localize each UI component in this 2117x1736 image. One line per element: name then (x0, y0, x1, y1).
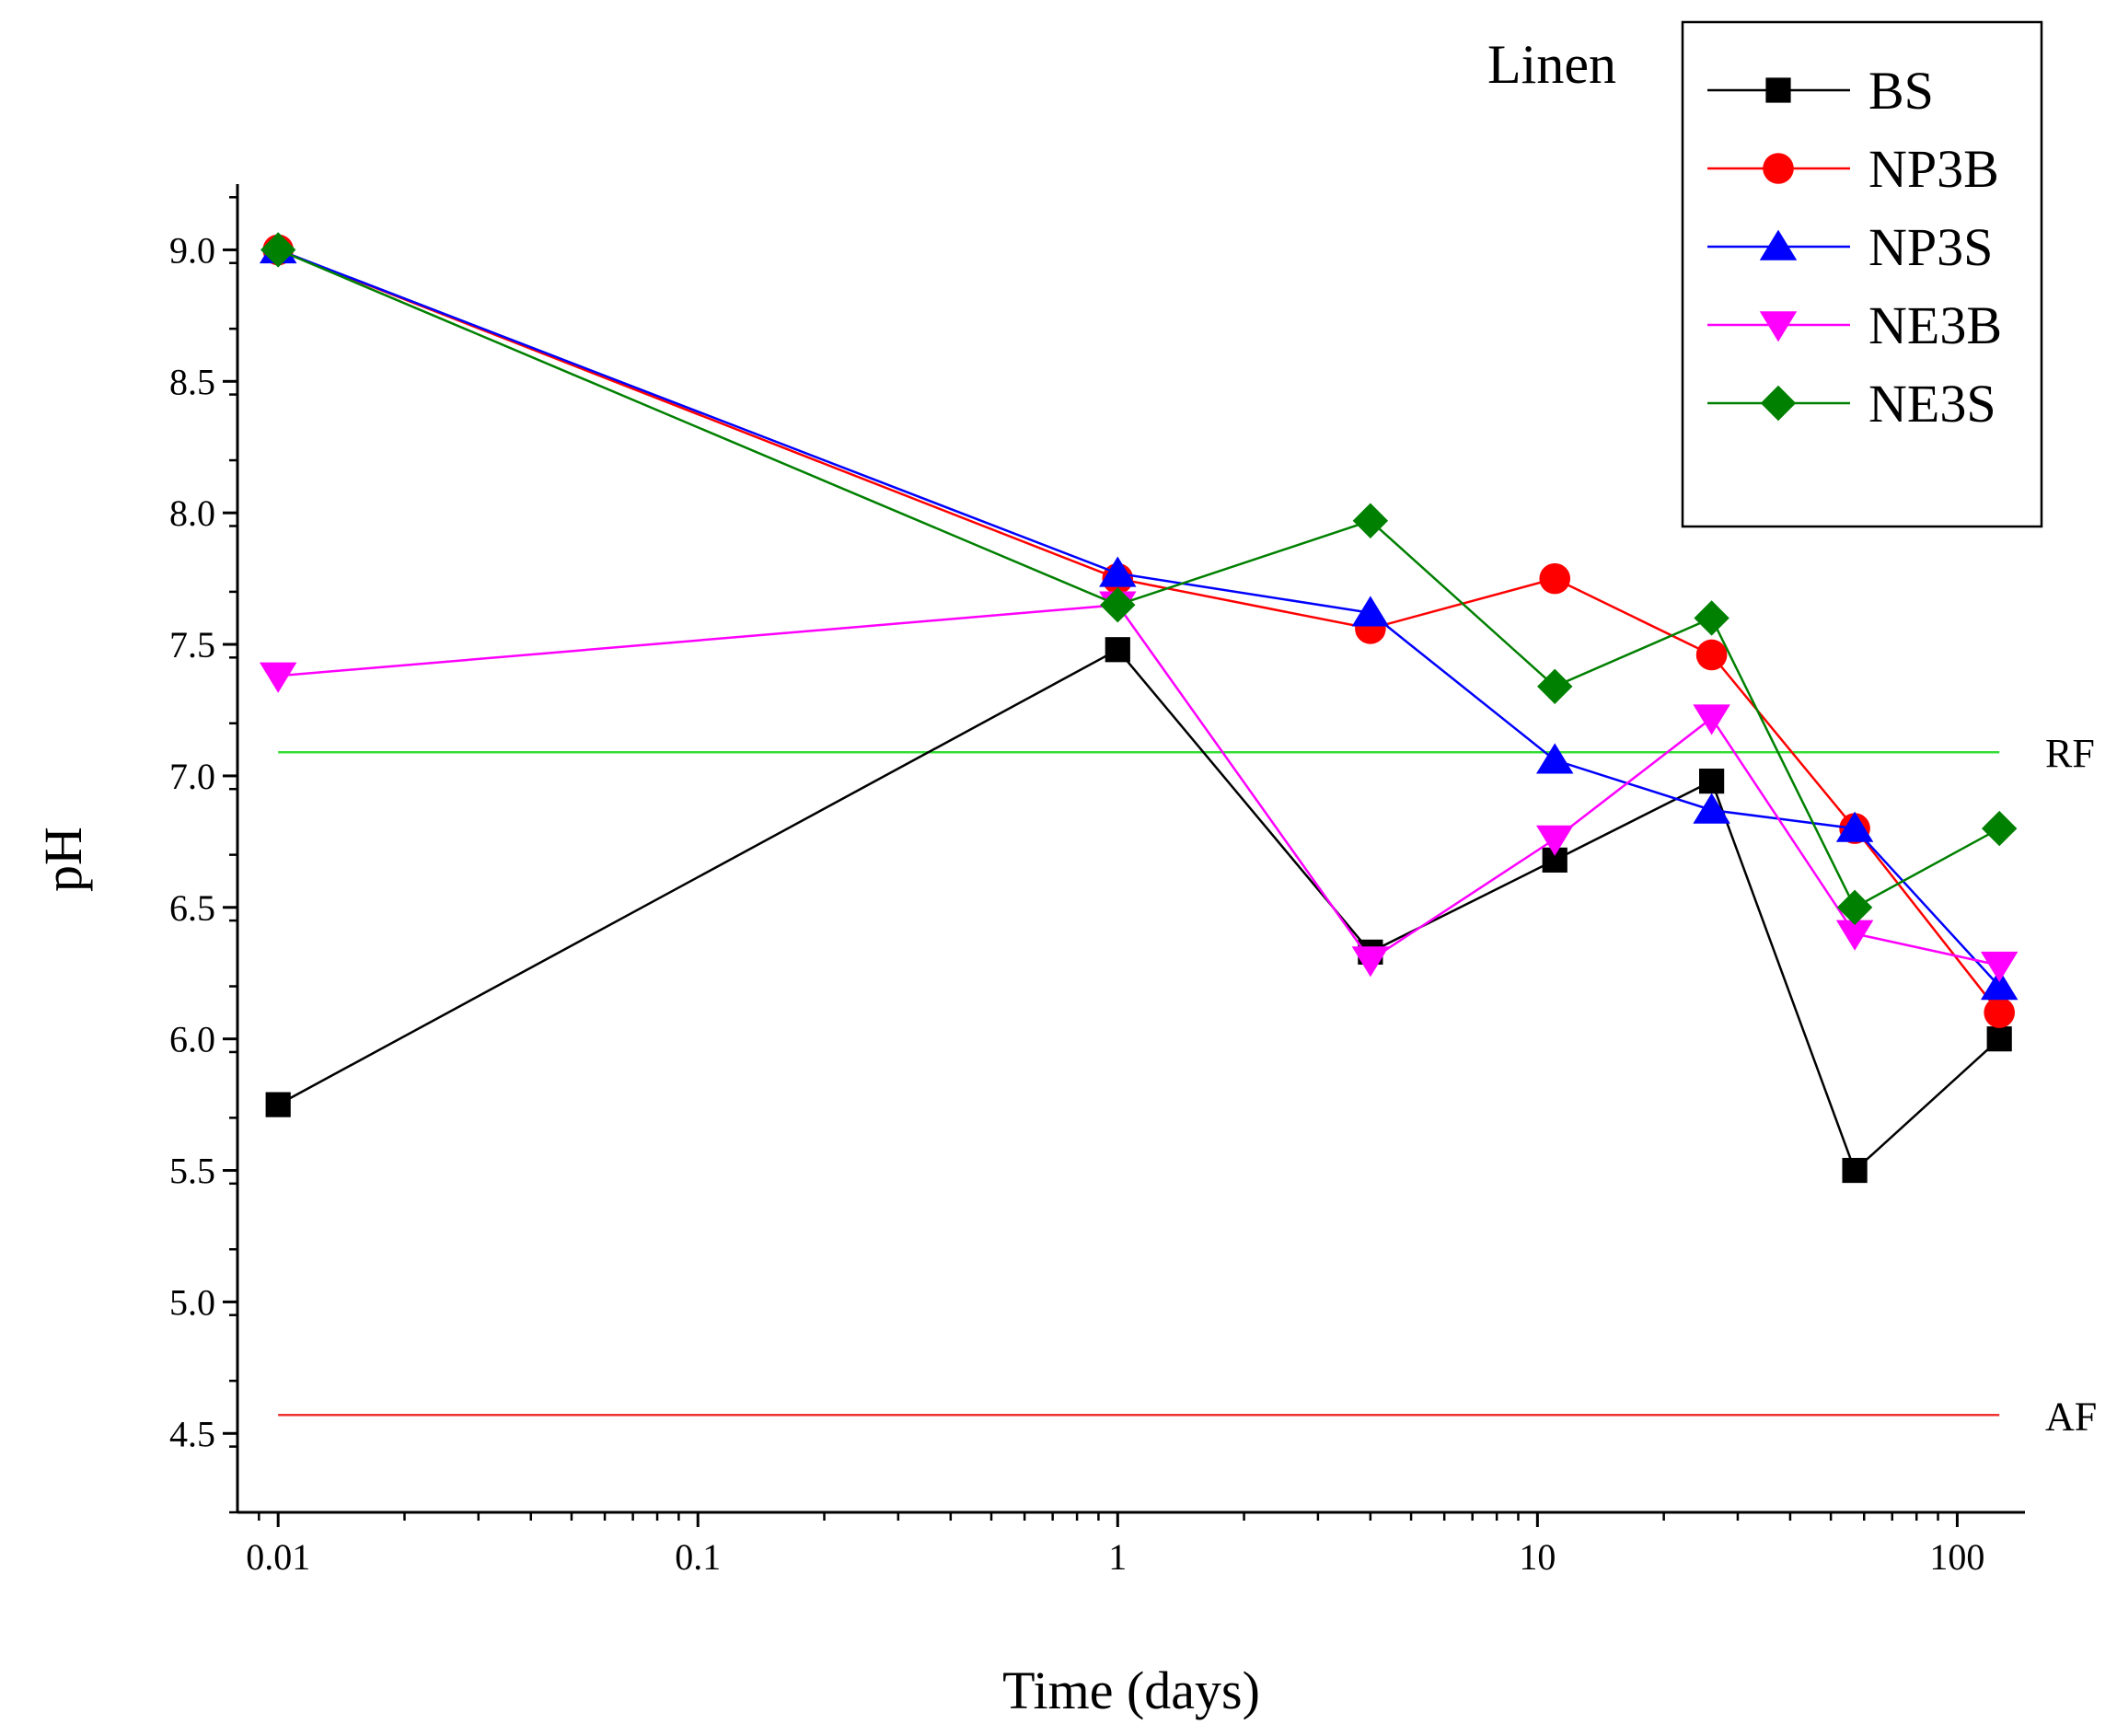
legend-item-np3b: NP3B (1707, 139, 1999, 199)
series-ne3b (259, 591, 2019, 983)
data-point-np3s (1535, 743, 1574, 774)
data-point-ne3b (1693, 704, 1730, 735)
y-tick-label: 8.5 (169, 361, 215, 402)
series-np3s (259, 233, 2019, 1001)
data-point-np3s (1835, 811, 1874, 842)
data-point-np3s (1099, 556, 1137, 587)
legend-marker (1763, 153, 1794, 184)
data-point-np3b (1539, 562, 1571, 595)
data-point-ne3s (1537, 668, 1573, 704)
data-point-ne3s (1694, 600, 1729, 636)
legend-label: BS (1868, 61, 1934, 121)
y-tick-label: 9.0 (169, 229, 215, 271)
y-axis-title: pH (33, 827, 93, 892)
legend-item-bs: BS (1707, 61, 1934, 121)
series-ne3s (260, 232, 2018, 925)
axes: 4.5 5.0 5.5 6.0 6.5 7.0 7.5 8.0 8.5 9.0 0.01 0.1 1 10… (169, 184, 2025, 1578)
legend-marker (1765, 77, 1791, 103)
legend-box (1681, 20, 2043, 528)
legend: BS NP3B NP3S NE3B NE3S (1681, 20, 2043, 528)
data-point-np3s (1351, 596, 1390, 627)
legend-label: NE3B (1868, 295, 2002, 355)
data-point-ne3s (1100, 586, 1136, 623)
data-point-ne3s (260, 232, 296, 268)
legend-label: NP3B (1868, 139, 1999, 199)
y-tick-label: 6.0 (169, 1019, 215, 1060)
y-tick-label: 7.0 (169, 756, 215, 797)
y-tick-label: 5.5 (169, 1151, 215, 1192)
legend-item-np3s: NP3S (1707, 217, 1993, 277)
y-tick-label: 5.0 (169, 1281, 215, 1323)
data-point-bs (1986, 1026, 2012, 1052)
data-point-bs (1699, 769, 1725, 794)
legend-marker (1760, 385, 1797, 422)
legend-item-ne3b: NE3B (1707, 295, 2002, 355)
x-tick-label: 100 (1929, 1536, 1984, 1578)
legend-item-ne3s: NE3S (1707, 374, 1996, 434)
y-tick-label: 7.5 (169, 624, 215, 665)
data-point-np3b (1984, 997, 2015, 1028)
x-tick-label: 0.01 (246, 1536, 310, 1578)
y-tick-label: 8.0 (169, 492, 215, 534)
data-point-ne3b (1980, 951, 2019, 983)
y-tick-label: 6.5 (169, 887, 215, 929)
legend-marker (1759, 311, 1798, 342)
data-point-np3b (1695, 639, 1728, 671)
reference-label-af: AF (2045, 1394, 2097, 1439)
x-tick-label: 0.1 (675, 1536, 721, 1578)
data-point-np3s (1980, 969, 2019, 1001)
series-line-ne3b (278, 603, 2000, 966)
reference-label-rf: RF (2045, 731, 2095, 776)
x-tick-label: 1 (1108, 1536, 1127, 1578)
y-tick-label: 4.5 (169, 1413, 215, 1454)
series-bs (265, 637, 2012, 1184)
data-point-ne3b (259, 662, 297, 693)
series-line-bs (277, 648, 2001, 1173)
legend-marker (1759, 229, 1798, 260)
data-point-ne3b (1535, 825, 1574, 856)
panel-label: Linen (1487, 34, 1616, 95)
x-tick-label: 10 (1519, 1536, 1556, 1578)
data-point-np3s (1693, 793, 1730, 824)
legend-label: NP3S (1868, 217, 1993, 277)
data-point-ne3b (1351, 946, 1390, 978)
data-point-ne3s (1981, 810, 2018, 847)
data-point-bs (1105, 637, 1130, 663)
data-point-bs (1842, 1157, 1868, 1184)
legend-label: NE3S (1868, 374, 1996, 434)
data-point-bs (265, 1092, 291, 1117)
series-layer (259, 232, 2019, 1184)
reference-lines: RF AF (278, 731, 2097, 1439)
data-point-ne3b (1835, 920, 1874, 951)
x-axis-title: Time (days) (1002, 1661, 1260, 1720)
data-point-ne3s (1836, 889, 1873, 925)
data-point-ne3s (1352, 503, 1389, 538)
